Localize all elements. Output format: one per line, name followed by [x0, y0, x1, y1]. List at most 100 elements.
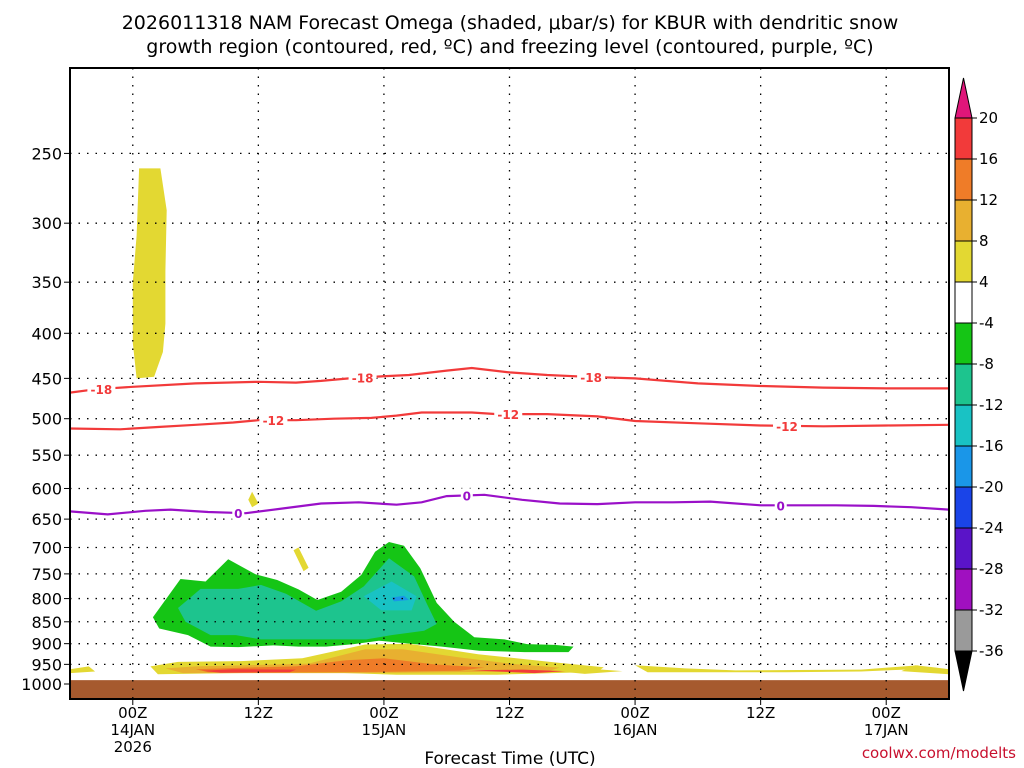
colorbar-swatch-10 — [954, 527, 973, 570]
y-tick-label-500: 500 — [31, 410, 62, 429]
x-tick-label-3-0: 12Z — [495, 704, 524, 722]
omega-region-11 — [201, 669, 296, 673]
colorbar-tick-label-5: -4 — [979, 314, 994, 332]
x-tick-label-2-1: 15JAN — [362, 721, 407, 739]
colorbar-swatch-3 — [954, 240, 973, 283]
x-tick-label-5-0: 12Z — [746, 704, 775, 722]
chart-title-line2: growth region (contoured, red, ºC) and f… — [146, 36, 873, 58]
contour-label-bg-0-0 — [87, 381, 116, 396]
contour-line-0 — [69, 493, 950, 516]
contour-line--18 — [69, 366, 949, 394]
x-tick-label-0-2: 2026 — [114, 738, 152, 756]
contour-label-1-1: -12 — [497, 408, 519, 422]
x-tick-label-4-0: 00Z — [620, 704, 649, 722]
contour-label-bg-0-1 — [348, 370, 377, 385]
y-tick-label-750: 750 — [31, 565, 62, 584]
colorbar-swatch-6 — [954, 363, 973, 406]
colorbar-swatch-5 — [954, 322, 973, 365]
y-tick-label-300: 300 — [31, 214, 62, 233]
colorbar-swatch-7 — [954, 404, 973, 447]
y-tick-label-350: 350 — [31, 273, 62, 292]
colorbar-tick-label-7: -12 — [979, 396, 1004, 414]
contour-label-1-0: -12 — [263, 414, 285, 428]
y-tick-label-600: 600 — [31, 479, 62, 498]
colorbar-tick-label-1: 16 — [979, 150, 998, 168]
contour-label-bg-1-1 — [494, 407, 523, 422]
chart-title-line1: 2026011318 NAM Forecast Omega (shaded, μ… — [122, 12, 899, 34]
omega-region-5 — [248, 491, 259, 508]
colorbar-swatch-8 — [954, 445, 973, 488]
x-tick-label-6-0: 00Z — [872, 704, 901, 722]
contour-label-bg-2-2 — [774, 498, 787, 513]
omega-shading — [70, 168, 949, 675]
contour-label-1-2: -12 — [776, 420, 798, 434]
colorbar-swatch-2 — [954, 199, 973, 242]
omega-region-12 — [471, 669, 566, 674]
omega-region-10 — [195, 658, 485, 673]
omega-region-2 — [178, 558, 437, 640]
contour-label-bg-0-2 — [577, 369, 606, 384]
y-tick-label-800: 800 — [31, 590, 62, 609]
colorbar-tick-label-9: -20 — [979, 478, 1004, 496]
pressure-gridlines — [70, 68, 949, 699]
x-tick-label-2-0: 00Z — [369, 704, 398, 722]
colorbar-bottom-arrow — [954, 650, 973, 692]
colorbar-swatch-0 — [954, 117, 973, 160]
colorbar-swatch-4 — [954, 281, 973, 324]
plot-frame — [69, 67, 950, 700]
contour-label-bg-1-2 — [773, 418, 802, 433]
colorbar-swatch-9 — [954, 486, 973, 529]
colorbar-tick-label-8: -16 — [979, 437, 1004, 455]
colorbar-tick-label-10: -24 — [979, 519, 1004, 537]
credit-text: coolwx.com/modelts — [862, 744, 1016, 762]
colorbar-top-arrow — [954, 77, 973, 119]
colorbar-swatch-1 — [954, 158, 973, 201]
colorbar-swatch-11 — [954, 568, 973, 611]
colorbar-tick-label-0: 20 — [979, 109, 998, 127]
colorbar-tick-label-2: 12 — [979, 191, 998, 209]
x-tick-label-1-0: 12Z — [244, 704, 273, 722]
omega-region-6 — [293, 547, 309, 572]
x-tick-label-4-1: 16JAN — [613, 721, 658, 739]
colorbar-tick-label-6: -8 — [979, 355, 994, 373]
contour-label-0-1: -18 — [352, 371, 374, 385]
colorbar: 20 16 12 8 4 -4 -8 -12 -16 -20 -24 -28 -32 -36 — [954, 77, 1004, 692]
contour-label-bg-1-0 — [259, 413, 288, 428]
colorbar-tick-label-12: -32 — [979, 601, 1004, 619]
y-tick-label-250: 250 — [31, 144, 62, 163]
temperature-contours: -18 -18 -18 -12 -12 -12 0 0 0 — [69, 366, 950, 521]
contour-label-2-1: 0 — [463, 489, 471, 503]
omega-region-13 — [559, 669, 623, 674]
omega-region-15 — [901, 665, 949, 675]
omega-region-7 — [70, 666, 96, 674]
contour-line--12 — [69, 411, 950, 431]
y-tick-label-550: 550 — [31, 446, 62, 465]
contour-label-2-0: 0 — [234, 507, 242, 521]
y-tick-label-900: 900 — [31, 635, 62, 654]
colorbar-tick-label-13: -36 — [979, 642, 1004, 660]
omega-region-14 — [635, 665, 919, 673]
contour-label-2-2: 0 — [777, 499, 785, 513]
omega-region-3 — [363, 581, 417, 611]
y-tick-label-950: 950 — [31, 655, 62, 674]
colorbar-tick-label-11: -28 — [979, 560, 1004, 578]
y-tick-label-700: 700 — [31, 538, 62, 557]
omega-region-4 — [391, 595, 409, 602]
x-axis-label: Forecast Time (UTC) — [424, 749, 595, 768]
y-tick-label-400: 400 — [31, 324, 62, 343]
y-tick-label-1000: 1000 — [21, 675, 62, 694]
contour-label-bg-2-1 — [460, 488, 473, 503]
x-tick-label-6-1: 17JAN — [864, 721, 909, 739]
y-tick-label-650: 650 — [31, 510, 62, 529]
y-tick-label-450: 450 — [31, 369, 62, 388]
x-tick-label-0-1: 14JAN — [110, 721, 155, 739]
colorbar-tick-label-4: 4 — [979, 273, 989, 291]
x-tick-label-0-0: 00Z — [118, 704, 147, 722]
omega-region-0 — [132, 168, 167, 379]
y-tick-label-850: 850 — [31, 613, 62, 632]
contour-label-0-0: -18 — [91, 383, 113, 397]
contour-label-0-2: -18 — [580, 371, 602, 385]
pressure-axis: 250 300 350 400 450 500 550 600 650 700 750 800 850 9… — [21, 144, 70, 694]
